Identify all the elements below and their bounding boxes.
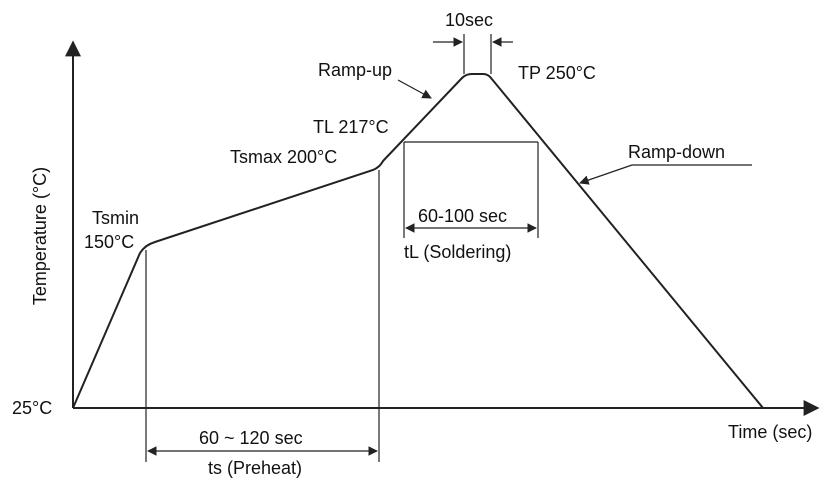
- tp-label: TP 250°C: [518, 63, 596, 83]
- ramp-down-label: Ramp-down: [628, 142, 725, 162]
- x-axis-label: Time (sec): [728, 422, 812, 442]
- preheat-time-label: 60 ~ 120 sec: [199, 428, 303, 448]
- preheat-name-label: ts (Preheat): [208, 458, 302, 478]
- soldering-name-label: tL (Soldering): [404, 242, 511, 262]
- tl-label: TL 217°C: [313, 117, 389, 137]
- soldering-time-label: 60-100 sec: [418, 206, 507, 226]
- profile-curve: [72, 73, 764, 409]
- tsmax-label: Tsmax 200°C: [230, 147, 337, 167]
- ramp-up-label: Ramp-up: [318, 60, 392, 80]
- tsmin-value-label: 150°C: [84, 232, 134, 252]
- tsmin-name-label: Tsmin: [92, 208, 139, 228]
- ramp-down-pointer: [579, 164, 633, 185]
- origin-label: 25°C: [12, 398, 52, 418]
- peak-time-label: 10sec: [445, 10, 493, 30]
- ramp-up-leader: [397, 79, 432, 99]
- y-axis-label: Temperature (°C): [30, 167, 50, 305]
